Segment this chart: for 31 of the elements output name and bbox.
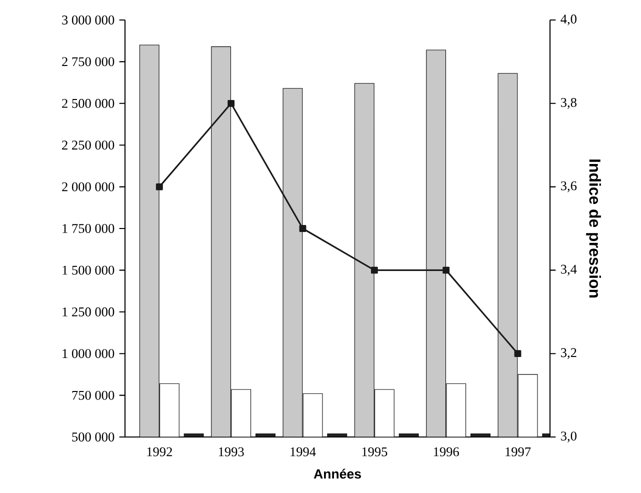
y-tick-label: 1 750 000 [62, 224, 114, 233]
y2-tick-label: 3,0 [561, 432, 576, 442]
x-tick-label: 1996 [434, 447, 459, 456]
y-tick-label: 2 500 000 [62, 98, 114, 108]
y-tick-label: 2 750 000 [62, 57, 114, 66]
point [442, 266, 450, 274]
x-tick-label: 1994 [290, 447, 316, 456]
x-tick-label: 1993 [218, 447, 244, 456]
y-tick-label: 500 000 [72, 432, 114, 442]
x-tick-label: 1992 [147, 447, 172, 456]
y-tick-label: 1 250 000 [62, 307, 114, 316]
point [514, 350, 522, 358]
x-tick-label: 1997 [506, 447, 531, 456]
point [228, 100, 235, 107]
y2-tick-label: 3,2 [561, 348, 576, 360]
x-axis-title: Années [314, 468, 361, 479]
y2-axis-title: Indice de pression [586, 160, 601, 298]
y2-tick-label: 3,4 [561, 264, 577, 276]
y-tick-label: 2 250 000 [62, 140, 114, 150]
y-tick-label: 3 000 000 [62, 16, 114, 24]
y-tick-label: 1 000 000 [62, 349, 114, 358]
y2-tick-label: 4,0 [560, 14, 576, 26]
point [299, 225, 306, 232]
y-tick-label: 1 500 000 [62, 266, 114, 275]
y2-tick-label: 3,8 [561, 98, 576, 109]
point [156, 183, 163, 190]
x-tick-label: 1995 [362, 447, 388, 456]
y-tick-label: 2 000 000 [62, 182, 114, 192]
point [370, 266, 378, 274]
y2-tick-label: 3,6 [561, 181, 577, 192]
y-tick-label: 750 000 [72, 390, 114, 400]
